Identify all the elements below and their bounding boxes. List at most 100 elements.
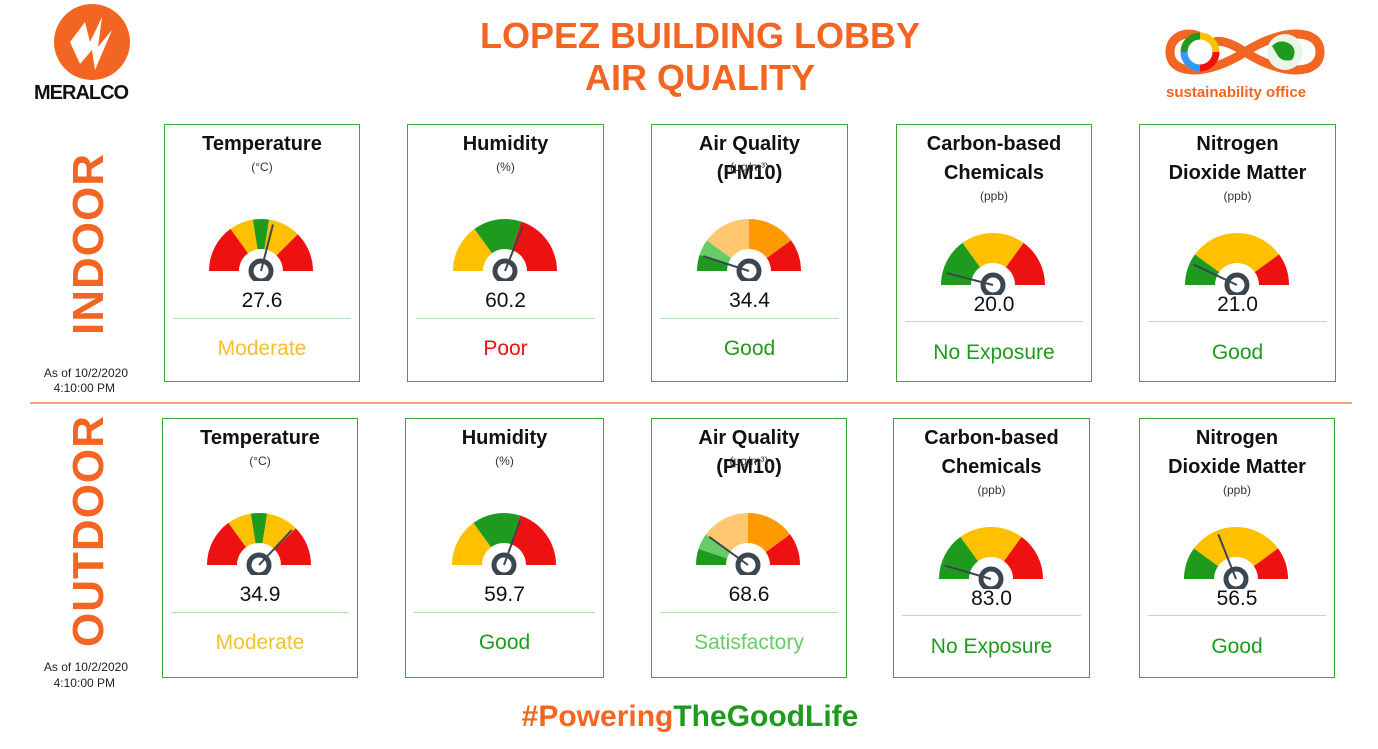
- hashtag-part1: #Powering: [521, 700, 674, 733]
- gauge-band-0: [209, 228, 249, 271]
- gauge-hub: [1224, 272, 1249, 295]
- sustainability-wordmark: sustainability office: [1166, 84, 1307, 101]
- gauge-band-2: [1253, 548, 1288, 579]
- gauge: [451, 513, 556, 575]
- card-unit: (%): [496, 160, 515, 174]
- card-value: 21.0: [1217, 293, 1258, 316]
- gauge: [696, 219, 801, 281]
- gauge-band-0: [1184, 254, 1219, 285]
- gauge-band-1: [959, 527, 1022, 562]
- card-value: 27.6: [241, 289, 283, 312]
- gauge-needle: [946, 272, 994, 286]
- indoor-card-1[interactable]: Humidity (%) 60.2 Poor: [407, 124, 604, 382]
- gauge-band-2: [250, 513, 268, 544]
- card-separator: [173, 318, 351, 319]
- outdoor-card-4[interactable]: Nitrogen Dioxide Matter (ppb) 56.5 Good: [1139, 418, 1335, 678]
- gauge-band-2: [705, 513, 748, 553]
- page-title-line1: LOPEZ BUILDING LOBBY: [480, 15, 920, 56]
- hashtag-part2: TheGoodLife: [673, 700, 859, 733]
- gauge-hub: [246, 552, 272, 575]
- gauge-band-4: [765, 534, 800, 565]
- gauge-band-3: [262, 513, 296, 550]
- gauge-band-2: [511, 221, 557, 271]
- indoor-as-of-time: 4:10:00 PM: [53, 381, 115, 395]
- gauge: [207, 513, 311, 575]
- gauge: [941, 233, 1045, 295]
- indoor-card-3[interactable]: Carbon-based Chemicals (ppb) 20.0 No Exposu…: [896, 124, 1092, 382]
- gauge-band-4: [276, 234, 313, 271]
- hashtag: #PoweringTheGoodLife: [440, 700, 940, 734]
- gauge-needle: [1217, 534, 1237, 580]
- gauge-hub: [980, 272, 1006, 295]
- gauge-band-1: [228, 513, 256, 548]
- sustainability-logo: [1160, 10, 1330, 90]
- card-status: Good: [1211, 635, 1263, 658]
- card-status: Moderate: [215, 631, 305, 654]
- gauge-band-0: [938, 536, 978, 579]
- card-unit: (µg/m³): [729, 454, 769, 468]
- section-label-indoor: INDOOR: [64, 153, 113, 335]
- card-title: Temperature: [200, 427, 320, 449]
- gauge-band-3: [748, 219, 791, 259]
- gauge: [452, 219, 557, 281]
- gauge-hub: [491, 552, 516, 575]
- outdoor-card-0[interactable]: Temperature (°C) 34.9 Moderate: [162, 418, 358, 678]
- card-separator: [660, 318, 839, 319]
- indoor-card-2[interactable]: Air Quality (PM10) (µg/m³) 34.4 Good: [651, 124, 848, 382]
- card-title: Temperature: [202, 133, 322, 155]
- card-status: Moderate: [217, 337, 307, 360]
- gauge-hub: [735, 552, 761, 575]
- gauge-band-0: [696, 548, 728, 565]
- card-unit: (ppb): [977, 483, 1006, 497]
- gauge: [1184, 527, 1288, 589]
- gauge-band-1: [699, 240, 731, 265]
- outdoor-card-1[interactable]: Humidity (%) 59.7 Good: [405, 418, 604, 678]
- indoor-card-0[interactable]: Temperature (°C) 27.6 Moderate: [164, 124, 360, 382]
- indoor-card-4[interactable]: Nitrogen Dioxide Matter (ppb) 21.0 Good: [1139, 124, 1336, 382]
- card-value: 68.6: [728, 583, 770, 606]
- gauge-band-0: [452, 228, 492, 271]
- outdoor-as-of-time: 4:10:00 PM: [53, 676, 115, 690]
- gauge-needle: [1192, 263, 1237, 286]
- gauge-band-2: [252, 219, 270, 250]
- card-title: Air Quality (PM10): [698, 427, 800, 478]
- card-status: Good: [478, 631, 531, 654]
- gauge-band-0: [451, 522, 491, 565]
- gauge-band-1: [230, 219, 258, 254]
- card-title: Humidity: [462, 133, 549, 155]
- gauge-hub: [736, 258, 761, 281]
- gauge-needle: [258, 529, 293, 566]
- card-unit: (%): [495, 454, 514, 468]
- gauge: [1184, 233, 1289, 295]
- card-status: Satisfactory: [694, 631, 804, 654]
- gauge-band-1: [1193, 527, 1279, 567]
- gauge-band-4: [766, 240, 801, 271]
- gauge-band-0: [696, 254, 728, 271]
- gauge-hub: [1223, 566, 1249, 589]
- card-title: Nitrogen Dioxide Matter: [1168, 133, 1307, 184]
- card-unit: (µg/m³): [730, 160, 769, 174]
- gauge-band-1: [472, 513, 520, 548]
- card-unit: (°C): [249, 454, 271, 468]
- card-title: Air Quality (PM10): [698, 133, 801, 184]
- outdoor-card-3[interactable]: Carbon-based Chemicals (ppb) 83.0 No Exposu…: [893, 418, 1090, 678]
- gauge-hub: [978, 566, 1003, 589]
- gauge-band-0: [207, 522, 247, 565]
- gauge-needle: [502, 519, 521, 566]
- outdoor-card-2[interactable]: Air Quality (PM10) (µg/m³) 68.6 Satisfactor…: [651, 418, 847, 678]
- card-status: No Exposure: [933, 341, 1055, 364]
- card-unit: (ppb): [1222, 483, 1251, 497]
- card-status: Poor: [483, 337, 528, 360]
- gauge-band-2: [1254, 254, 1289, 285]
- card-unit: (ppb): [979, 189, 1008, 203]
- card-unit: (ppb): [1223, 189, 1252, 203]
- gauge-needle: [944, 564, 991, 580]
- gauge-band-0: [1184, 548, 1219, 579]
- card-separator: [416, 318, 595, 319]
- gauge-band-1: [962, 233, 1024, 268]
- card-separator: [902, 615, 1081, 616]
- card-value: 83.0: [971, 587, 1012, 610]
- gauge-hub: [248, 258, 274, 281]
- gauge: [696, 513, 800, 575]
- card-status: Good: [1211, 341, 1264, 364]
